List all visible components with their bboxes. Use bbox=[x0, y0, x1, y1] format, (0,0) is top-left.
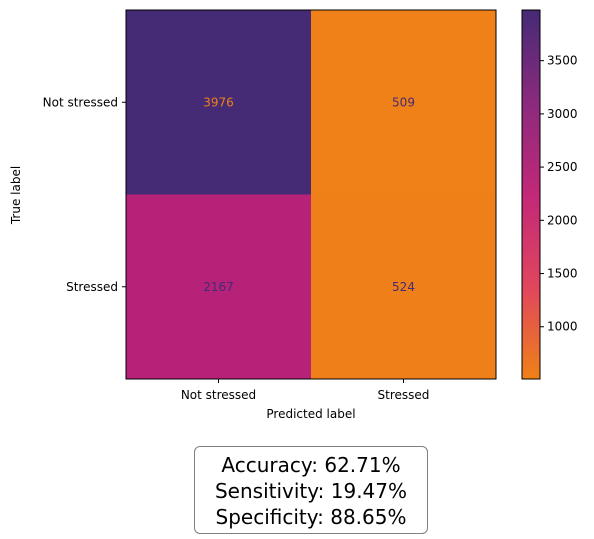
cell-value: 509 bbox=[392, 95, 415, 109]
x-ticks: Not stressed Stressed bbox=[181, 379, 430, 402]
plot-frame bbox=[125, 9, 497, 380]
y-axis-label: True label bbox=[9, 166, 23, 225]
colorbar-tick-label: 2000 bbox=[547, 213, 578, 227]
colorbar-tick-label: 1500 bbox=[547, 267, 578, 281]
colorbar-ticks: 1000 1500 2000 2500 3000 3500 bbox=[540, 54, 578, 334]
specificity-text: Specificity: 88.65% bbox=[215, 505, 407, 529]
matrix-cell bbox=[126, 194, 312, 380]
x-tick-label: Not stressed bbox=[181, 388, 256, 402]
matrix-cells bbox=[126, 10, 497, 380]
matrix-cell bbox=[311, 194, 497, 380]
colorbar-tick-label: 3000 bbox=[547, 107, 578, 121]
colorbar-tick-label: 2500 bbox=[547, 160, 578, 174]
cell-labels: 3976 509 2167 524 bbox=[203, 95, 415, 294]
cell-value: 3976 bbox=[203, 95, 234, 109]
y-ticks: Not stressed Stressed bbox=[43, 95, 126, 294]
cell-value: 2167 bbox=[203, 280, 234, 294]
x-axis-label: Predicted label bbox=[266, 407, 355, 421]
y-tick-label: Not stressed bbox=[43, 95, 118, 109]
y-tick-label: Stressed bbox=[66, 280, 118, 294]
matrix-cell bbox=[126, 10, 312, 195]
x-tick-label: Stressed bbox=[378, 388, 430, 402]
colorbar bbox=[521, 9, 541, 380]
sensitivity-text: Sensitivity: 19.47% bbox=[214, 479, 408, 503]
metrics-box: Accuracy: 62.71% Sensitivity: 19.47% Spe… bbox=[194, 446, 428, 534]
matrix-cell bbox=[311, 10, 497, 195]
colorbar-tick-label: 1000 bbox=[547, 320, 578, 334]
accuracy-text: Accuracy: 62.71% bbox=[221, 453, 401, 477]
colorbar-tick-label: 3500 bbox=[547, 54, 578, 68]
cell-value: 524 bbox=[392, 280, 415, 294]
